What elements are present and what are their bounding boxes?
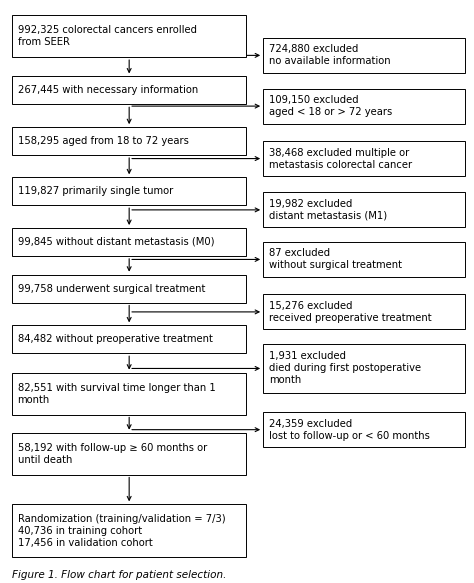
Text: Randomization (training/validation = 7/3)
40,736 in training cohort
17,456 in va: Randomization (training/validation = 7/3… [18, 514, 225, 547]
FancyBboxPatch shape [12, 177, 246, 205]
FancyBboxPatch shape [12, 228, 246, 256]
FancyBboxPatch shape [12, 275, 246, 303]
FancyBboxPatch shape [263, 412, 465, 447]
FancyBboxPatch shape [12, 433, 246, 475]
FancyBboxPatch shape [12, 127, 246, 155]
FancyBboxPatch shape [263, 141, 465, 176]
Text: 992,325 colorectal cancers enrolled
from SEER: 992,325 colorectal cancers enrolled from… [18, 25, 197, 47]
Text: 99,845 without distant metastasis (M0): 99,845 without distant metastasis (M0) [18, 237, 214, 247]
Text: 19,982 excluded
distant metastasis (M1): 19,982 excluded distant metastasis (M1) [269, 199, 387, 221]
FancyBboxPatch shape [263, 242, 465, 277]
Text: 267,445 with necessary information: 267,445 with necessary information [18, 85, 198, 96]
FancyBboxPatch shape [12, 504, 246, 557]
FancyBboxPatch shape [263, 343, 465, 393]
Text: 119,827 primarily single tumor: 119,827 primarily single tumor [18, 186, 173, 196]
Text: 82,551 with survival time longer than 1
month: 82,551 with survival time longer than 1 … [18, 382, 215, 405]
FancyBboxPatch shape [12, 325, 246, 353]
FancyBboxPatch shape [12, 373, 246, 415]
FancyBboxPatch shape [12, 76, 246, 104]
FancyBboxPatch shape [12, 15, 246, 57]
Text: 99,758 underwent surgical treatment: 99,758 underwent surgical treatment [18, 283, 205, 294]
Text: 58,192 with follow-up ≥ 60 months or
until death: 58,192 with follow-up ≥ 60 months or unt… [18, 442, 207, 465]
Text: 724,880 excluded
no available information: 724,880 excluded no available informatio… [269, 44, 391, 66]
Text: 158,295 aged from 18 to 72 years: 158,295 aged from 18 to 72 years [18, 136, 188, 146]
Text: 1,931 excluded
died during first postoperative
month: 1,931 excluded died during first postope… [269, 352, 421, 385]
FancyBboxPatch shape [263, 89, 465, 124]
Text: Figure 1. Flow chart for patient selection.: Figure 1. Flow chart for patient selecti… [12, 570, 226, 581]
Text: 15,276 excluded
received preoperative treatment: 15,276 excluded received preoperative tr… [269, 301, 431, 323]
Text: 87 excluded
without surgical treatment: 87 excluded without surgical treatment [269, 248, 402, 271]
Text: 109,150 excluded
aged < 18 or > 72 years: 109,150 excluded aged < 18 or > 72 years [269, 95, 392, 117]
Text: 24,359 excluded
lost to follow-up or < 60 months: 24,359 excluded lost to follow-up or < 6… [269, 419, 429, 441]
Text: 38,468 excluded multiple or
metastasis colorectal cancer: 38,468 excluded multiple or metastasis c… [269, 147, 412, 170]
Text: 84,482 without preoperative treatment: 84,482 without preoperative treatment [18, 334, 212, 345]
FancyBboxPatch shape [263, 294, 465, 329]
FancyBboxPatch shape [263, 38, 465, 73]
FancyBboxPatch shape [263, 192, 465, 227]
